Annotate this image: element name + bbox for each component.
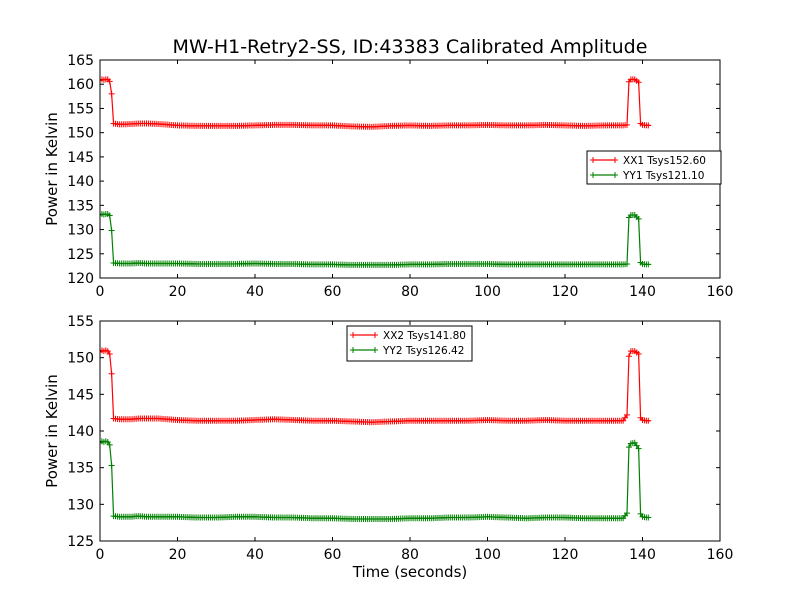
series-1-0 — [100, 347, 652, 426]
series-line — [100, 213, 651, 266]
x-tick-label: 0 — [96, 284, 105, 300]
data-point — [635, 215, 642, 222]
series-line — [100, 78, 651, 128]
top-legend: XX1 Tsys152.60 YY1 Tsys121.10 — [586, 150, 722, 185]
legend-item: YY1 Tsys121.10 — [590, 170, 704, 182]
x-tick-label: 60 — [324, 284, 342, 300]
top-y-axis-label: Power in Kelvin — [43, 112, 61, 226]
series-0-0 — [100, 76, 652, 130]
x-tick-label: 140 — [629, 547, 656, 563]
legend-marker — [590, 157, 596, 163]
y-tick-label: 130 — [67, 223, 94, 239]
legend-item: XX2 Tsys141.80 — [350, 330, 466, 342]
x-tick-label: 0 — [96, 547, 105, 563]
series-line — [100, 440, 651, 520]
data-point — [108, 462, 115, 469]
y-tick-label: 155 — [67, 314, 94, 330]
x-tick-label: 80 — [401, 284, 419, 300]
legend-label: YY2 Tsys126.42 — [382, 345, 464, 357]
y-tick-label: 140 — [67, 174, 94, 190]
x-tick-label: 20 — [169, 284, 187, 300]
bottom-y-axis-label: Power in Kelvin — [43, 374, 61, 488]
data-point — [108, 370, 115, 377]
data-point — [625, 353, 632, 360]
data-point — [645, 261, 652, 268]
data-point — [106, 212, 113, 219]
legend-marker — [372, 332, 378, 338]
data-point — [106, 351, 113, 357]
series-0-1 — [100, 211, 652, 268]
y-tick-label: 135 — [67, 198, 94, 214]
y-tick-label: 150 — [67, 351, 94, 367]
bottom-x-axis-label: Time (seconds) — [352, 563, 468, 581]
y-tick-label: 125 — [67, 247, 94, 263]
x-tick-label: 20 — [169, 547, 187, 563]
bottom-panel: 0 20 40 60 80 100 120 140 160 125 130 135 140 145 150 1… — [43, 314, 733, 581]
legend-marker — [590, 172, 596, 178]
data-point — [635, 445, 642, 452]
legend-marker — [612, 157, 618, 163]
legend-marker — [612, 172, 618, 178]
x-tick-label: 40 — [246, 547, 264, 563]
data-point — [106, 78, 113, 85]
y-tick-label: 165 — [67, 53, 94, 69]
data-point — [645, 417, 652, 424]
data-point — [624, 411, 630, 418]
x-tick-label: 100 — [474, 284, 501, 300]
data-point — [645, 122, 652, 129]
y-tick-label: 145 — [67, 387, 94, 403]
top-ticks-layer: 0 20 40 60 80 100 120 140 160 120 125 130 135 140 145 1… — [67, 53, 733, 300]
data-point — [645, 514, 652, 521]
x-tick-label: 40 — [246, 284, 264, 300]
bottom-series-layer — [100, 347, 652, 522]
chart-title: MW-H1-Retry2-SS, ID:43383 Calibrated Amp… — [173, 36, 648, 58]
legend-item: YY2 Tsys126.42 — [350, 345, 464, 357]
x-tick-label: 160 — [707, 547, 734, 563]
y-tick-label: 150 — [67, 126, 94, 142]
data-point — [108, 90, 115, 97]
x-tick-label: 80 — [401, 547, 419, 563]
x-tick-label: 60 — [324, 547, 342, 563]
data-point — [635, 79, 642, 86]
y-tick-label: 125 — [67, 534, 94, 550]
legend-marker — [350, 332, 356, 338]
legend-label: XX2 Tsys141.80 — [383, 330, 466, 342]
legend-marker — [350, 347, 356, 353]
top-panel: 0 20 40 60 80 100 120 140 160 120 125 130 135 140 145 1… — [43, 53, 733, 300]
data-point — [106, 441, 113, 448]
x-tick-label: 160 — [707, 284, 734, 300]
legend-item: XX1 Tsys152.60 — [590, 155, 706, 167]
y-tick-label: 140 — [67, 424, 94, 440]
y-tick-label: 135 — [67, 461, 94, 477]
legend-box — [346, 325, 473, 362]
x-tick-label: 140 — [629, 284, 656, 300]
legend-label: XX1 Tsys152.60 — [623, 155, 706, 167]
x-tick-label: 120 — [552, 547, 579, 563]
data-point — [108, 227, 115, 234]
legend-label: YY1 Tsys121.10 — [622, 170, 704, 182]
bottom-ticks-layer: 0 20 40 60 80 100 120 140 160 125 130 135 140 145 150 1… — [67, 314, 733, 563]
x-tick-label: 120 — [552, 284, 579, 300]
data-point — [625, 444, 632, 451]
y-tick-label: 120 — [67, 271, 94, 287]
y-tick-label: 145 — [67, 150, 94, 166]
data-point — [624, 121, 630, 128]
y-tick-label: 155 — [67, 101, 94, 117]
legend-box — [586, 150, 722, 185]
series-1-1 — [100, 438, 652, 522]
y-tick-label: 130 — [67, 497, 94, 513]
data-point — [635, 351, 642, 357]
bottom-legend: XX2 Tsys141.80 YY2 Tsys126.42 — [346, 325, 473, 362]
x-tick-label: 100 — [474, 547, 501, 563]
top-series-layer — [100, 76, 652, 268]
legend-marker — [372, 347, 378, 353]
y-tick-label: 160 — [67, 77, 94, 93]
data-point — [624, 260, 630, 267]
data-point — [624, 510, 630, 517]
